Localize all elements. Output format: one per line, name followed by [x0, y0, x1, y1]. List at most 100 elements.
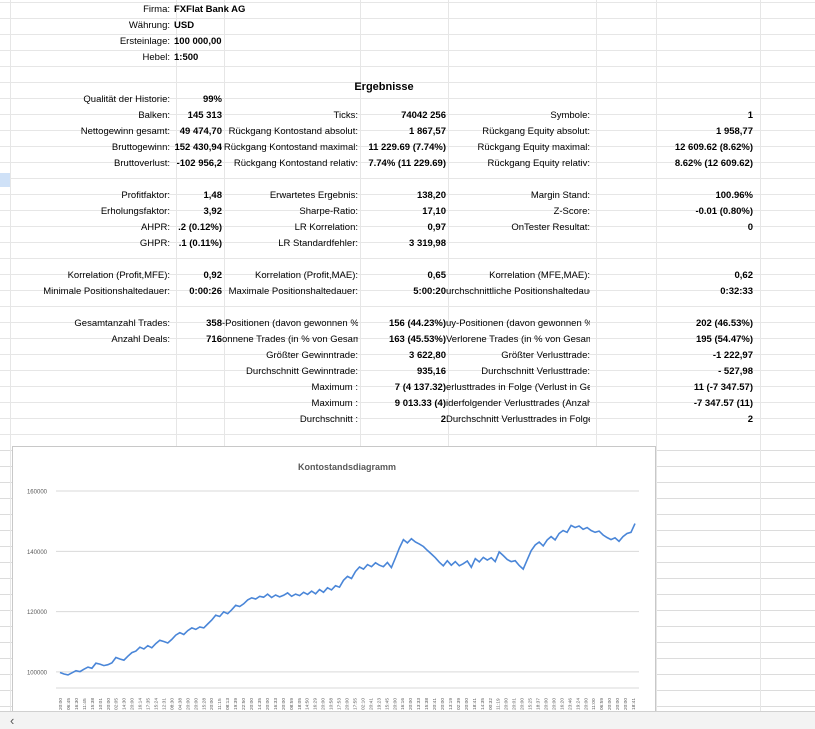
stat-label[interactable]: Größter Gewinntrade:: [266, 350, 358, 361]
stat-value[interactable]: 0: [747, 222, 753, 233]
stat-value[interactable]: 5:00:20: [413, 286, 446, 297]
stat-label[interactable]: Bruttogewinn:: [111, 142, 170, 153]
stat-label[interactable]: Verlorene Trades (in % von Gesamt):: [446, 334, 590, 345]
stat-label[interactable]: erlusttrades in Folge (Verlust in Geld):: [446, 382, 590, 393]
stat-value[interactable]: - 527,98: [718, 366, 753, 377]
stat-value[interactable]: 7 (4 137.32): [394, 382, 446, 393]
stat-value[interactable]: 2: [747, 414, 753, 425]
stat-label[interactable]: Durchschnitt :: [299, 414, 358, 425]
stat-value[interactable]: 2: [440, 414, 446, 425]
stat-value[interactable]: 1 867,57: [409, 126, 446, 137]
stat-label[interactable]: Ticks:: [333, 110, 358, 121]
stat-label[interactable]: Korrelation (Profit,MAE):: [255, 270, 358, 281]
header-label[interactable]: Ersteinlage:: [119, 36, 170, 47]
stat-label[interactable]: Nettogewinn gesamt:: [80, 126, 170, 137]
stat-label[interactable]: Margin Stand:: [530, 190, 590, 201]
stat-value[interactable]: 195 (54.47%): [695, 334, 753, 345]
stat-value[interactable]: 8.62% (12 609.62): [674, 158, 753, 169]
header-value[interactable]: 100 000,00: [174, 36, 222, 47]
stat-label[interactable]: Durchschnitt Verlusttrade:: [481, 366, 590, 377]
stat-value[interactable]: 11 229.69 (7.74%): [368, 142, 446, 153]
stat-value[interactable]: 138,20: [416, 190, 446, 201]
stat-value[interactable]: 7.74% (11 229.69): [368, 158, 446, 169]
stat-value[interactable]: 0,97: [427, 222, 447, 233]
stat-value[interactable]: 0,62: [734, 270, 754, 281]
stat-label[interactable]: Z-Score:: [553, 206, 590, 217]
stat-label[interactable]: LR Standardfehler:: [278, 238, 358, 249]
horizontal-scrollbar[interactable]: ‹: [0, 711, 815, 729]
stat-label[interactable]: Erholungsfaktor:: [100, 206, 170, 217]
stat-value[interactable]: -0.01 (0.80%): [695, 206, 753, 217]
stat-label[interactable]: Maximale Positionshaltedauer:: [228, 286, 358, 297]
stat-label[interactable]: Rückgang Equity maximal:: [477, 142, 590, 153]
stat-label[interactable]: Bruttoverlust:: [114, 158, 170, 169]
stat-value[interactable]: 935,16: [416, 366, 446, 377]
stat-value[interactable]: 9 013.33 (4): [394, 398, 446, 409]
stat-label[interactable]: uy-Positionen (davon gewonnen %):: [446, 318, 590, 329]
stat-label[interactable]: Balken:: [138, 110, 170, 121]
stat-value[interactable]: 1,48: [203, 190, 223, 201]
stat-label[interactable]: -Positionen (davon gewonnen %):: [222, 318, 358, 329]
stat-value[interactable]: 1 958,77: [716, 126, 753, 137]
header-label[interactable]: Währung:: [128, 20, 170, 31]
balance-chart[interactable]: Kontostandsdiagramm 100000 120000 140000 16…: [12, 446, 656, 712]
stat-value[interactable]: 0:00:26: [189, 286, 222, 297]
stat-label[interactable]: Minimale Positionshaltedauer:: [43, 286, 170, 297]
stat-value[interactable]: 156 (44.23%): [388, 318, 446, 329]
stat-value[interactable]: 0:32:33: [720, 286, 753, 297]
scroll-left-icon[interactable]: ‹: [10, 713, 15, 728]
stat-label[interactable]: AHPR:: [140, 222, 170, 233]
stat-label[interactable]: GHPR:: [139, 238, 170, 249]
stat-label[interactable]: Durchschnitt Gewinntrade:: [246, 366, 358, 377]
stat-value[interactable]: 17,10: [422, 206, 446, 217]
stat-label[interactable]: Rückgang Kontostand absolut:: [228, 126, 358, 137]
stat-label[interactable]: Maximum :: [311, 382, 358, 393]
stat-label[interactable]: Erwartetes Ergebnis:: [269, 190, 358, 201]
stat-value[interactable]: 152 430,94: [174, 142, 222, 153]
stat-label[interactable]: OnTester Resultat:: [511, 222, 590, 233]
stat-value[interactable]: 1: [747, 110, 753, 121]
header-label[interactable]: Firma:: [143, 4, 170, 15]
stat-value[interactable]: 100.96%: [715, 190, 753, 201]
header-label[interactable]: Hebel:: [142, 52, 170, 63]
stat-value[interactable]: 358: [206, 318, 222, 329]
stat-value[interactable]: -1 222,97: [712, 350, 753, 361]
stat-label[interactable]: onnene Trades (in % von Gesamt):: [222, 334, 358, 345]
stat-label[interactable]: Korrelation (MFE,MAE):: [489, 270, 590, 281]
stat-value[interactable]: 3 622,80: [409, 350, 446, 361]
results-title[interactable]: Ergebnisse: [354, 81, 414, 93]
stat-label[interactable]: LR Korrelation:: [294, 222, 358, 233]
stat-value[interactable]: 3,92: [203, 206, 223, 217]
stat-label[interactable]: Rückgang Equity absolut:: [482, 126, 590, 137]
stat-label[interactable]: iderfolgender Verlusttrades (Anzahl):: [446, 398, 590, 409]
stat-value[interactable]: 0,92: [203, 270, 223, 281]
stat-value[interactable]: 202 (46.53%): [695, 318, 753, 329]
stat-value[interactable]: .2 (0.12%): [178, 222, 222, 233]
stat-label[interactable]: Größter Verlusttrade:: [501, 350, 590, 361]
stat-label[interactable]: Rückgang Equity relativ:: [487, 158, 590, 169]
stat-value[interactable]: 49 474,70: [179, 126, 222, 137]
stat-label[interactable]: Korrelation (Profit,MFE):: [67, 270, 170, 281]
stat-label[interactable]: Qualität der Historie:: [83, 94, 170, 105]
stat-label[interactable]: Rückgang Kontostand maximal:: [223, 142, 358, 153]
stat-label[interactable]: Rückgang Kontostand relativ:: [233, 158, 358, 169]
stat-label[interactable]: Sharpe-Ratio:: [299, 206, 358, 217]
stat-label[interactable]: Symbole:: [550, 110, 590, 121]
stat-label[interactable]: Maximum :: [311, 398, 358, 409]
stat-label[interactable]: Durchschnitt Verlusttrades in Folge:: [446, 414, 590, 425]
stat-label[interactable]: Anzahl Deals:: [111, 334, 170, 345]
stat-value[interactable]: 11 (-7 347.57): [693, 382, 753, 393]
stat-value[interactable]: -7 347.57 (11): [693, 398, 753, 409]
stat-value[interactable]: .1 (0.11%): [178, 238, 222, 249]
header-value[interactable]: USD: [174, 20, 195, 31]
stat-value[interactable]: 99%: [202, 94, 222, 105]
stat-value[interactable]: -102 956,2: [176, 158, 222, 169]
stat-value[interactable]: 74042 256: [401, 110, 446, 121]
stat-value[interactable]: 163 (45.53%): [388, 334, 446, 345]
stat-value[interactable]: 0,65: [427, 270, 447, 281]
stat-label[interactable]: Gesamtanzahl Trades:: [74, 318, 170, 329]
stat-value[interactable]: 3 319,98: [409, 238, 446, 249]
stat-label[interactable]: Profitfaktor:: [121, 190, 170, 201]
stat-value[interactable]: 716: [206, 334, 222, 345]
header-value[interactable]: 1:500: [174, 52, 199, 63]
